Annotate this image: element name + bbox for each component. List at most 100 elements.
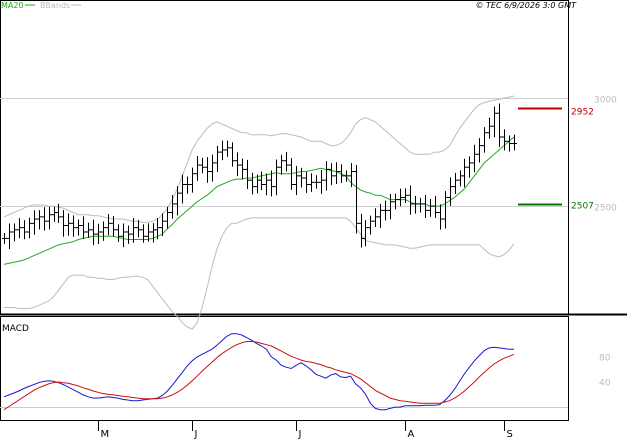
ohlc-bar	[215, 145, 220, 172]
ohlc-bar	[334, 162, 339, 185]
ohlc-bar	[363, 220, 368, 247]
ohlc-bar	[492, 106, 497, 138]
ohlc-bar	[487, 117, 492, 139]
price-ytick-label-1: 2500	[594, 204, 617, 214]
ma20-line	[3, 136, 515, 265]
ohlc-bar	[146, 223, 151, 242]
x-tick-label: A	[408, 429, 415, 440]
ohlc-bar	[448, 177, 453, 206]
ohlc-bar	[250, 172, 255, 195]
macd-panel-title: MACD	[2, 324, 29, 334]
macd-panel-frame	[0, 316, 569, 421]
ohlc-bar	[472, 144, 477, 173]
ohlc-bar	[131, 218, 136, 243]
ohlc-bar	[170, 195, 175, 219]
ohlc-bar	[388, 193, 393, 220]
ohlc-bar	[373, 208, 378, 228]
ohlc-bar	[344, 170, 349, 182]
y-axis-ticks: 3000 2500 80 40	[594, 96, 617, 389]
ohlc-bar	[274, 159, 279, 196]
macd-ytick-label-0: 80	[599, 354, 611, 364]
legend-ma20-label: MA20	[1, 1, 24, 10]
ohlc-bar	[383, 200, 388, 221]
ohlc-bar	[37, 210, 42, 230]
ohlc-bar	[359, 213, 364, 248]
price-gridlines	[0, 98, 568, 207]
macd-ytick-label-1: 40	[599, 379, 611, 389]
x-tick-label: J	[194, 429, 198, 440]
ohlc-bar	[284, 151, 289, 172]
ohlc-bar	[259, 171, 264, 191]
ohlc-bar	[339, 164, 344, 183]
price-level-label-2952: 2952	[571, 107, 594, 117]
bbands-upper-line	[3, 95, 515, 223]
bollinger-bands	[3, 95, 515, 330]
macd-line	[3, 333, 514, 411]
bbands-lower-line	[4, 217, 515, 330]
ohlc-bar	[319, 170, 324, 194]
ohlc-bar	[289, 158, 294, 190]
ohlc-bar	[294, 165, 299, 196]
ohlc-bar	[235, 152, 240, 177]
ohlc-bar	[205, 157, 210, 183]
ohlc-bar	[12, 223, 17, 242]
ohlc-bar	[512, 134, 517, 151]
ohlc-bar	[398, 188, 403, 207]
ohlc-bar	[482, 127, 487, 153]
ohlc-bar	[42, 207, 47, 231]
ohlc-bar	[230, 142, 235, 167]
ohlc-bar	[2, 233, 7, 244]
x-tick-label: J	[298, 429, 302, 440]
x-tick-label: S	[507, 429, 513, 440]
ohlc-bar	[423, 194, 428, 218]
ohlc-bar	[220, 140, 225, 161]
ohlc-bar	[279, 154, 284, 175]
ohlc-bar	[264, 173, 269, 196]
ohlc-bar	[7, 223, 12, 250]
chart-copyright-title: © TEC 6/9/2026 3:0 GMT	[476, 1, 578, 10]
ohlc-bar	[96, 223, 101, 245]
ohlc-bar	[309, 173, 314, 192]
legend-bbands-label: BBands	[40, 1, 70, 10]
ohlc-bar	[403, 188, 408, 204]
ohlc-bar	[190, 167, 195, 193]
ohlc-bar	[27, 217, 32, 239]
price-ytick-label-0: 3000	[594, 96, 617, 106]
ohlc-bar	[56, 203, 61, 223]
ohlc-bar	[453, 172, 458, 194]
ohlc-bar	[245, 159, 250, 190]
ohlc-bar	[151, 223, 156, 243]
ohlc-bar	[175, 186, 180, 216]
ohlc-bar	[299, 167, 304, 188]
ohlc-bar	[76, 219, 81, 236]
ohlc-bar	[477, 138, 482, 163]
ohlc-bar	[165, 206, 170, 229]
ohlc-bar	[136, 220, 141, 238]
ohlc-bar	[314, 175, 319, 189]
ohlc-bar	[462, 158, 467, 188]
price-levels: 2952 2507	[518, 107, 594, 212]
ohlc-bar	[86, 222, 91, 238]
ohlc-bar	[121, 223, 126, 248]
ohlc-bar	[304, 171, 309, 193]
ohlc-bar	[17, 218, 22, 239]
ohlc-bar	[210, 154, 215, 182]
ohlc-bar	[116, 224, 121, 242]
ohlc-bar	[91, 219, 96, 246]
ohlc-bar	[428, 198, 433, 217]
ohlc-bar	[195, 155, 200, 181]
price-panel-frame	[0, 0, 569, 315]
ohlc-bar	[180, 174, 185, 204]
ohlc-bar	[61, 209, 66, 237]
ma20-line-group	[3, 136, 515, 265]
ohlc-bar	[354, 165, 359, 234]
ohlc-bar	[507, 135, 512, 152]
ohlc-bar	[433, 195, 438, 218]
ohlc-bar	[467, 156, 472, 178]
ohlc-bar	[71, 215, 76, 237]
ohlc-bar	[324, 161, 329, 191]
ohlc-bar	[408, 185, 413, 215]
ohlc-bar	[22, 220, 27, 240]
